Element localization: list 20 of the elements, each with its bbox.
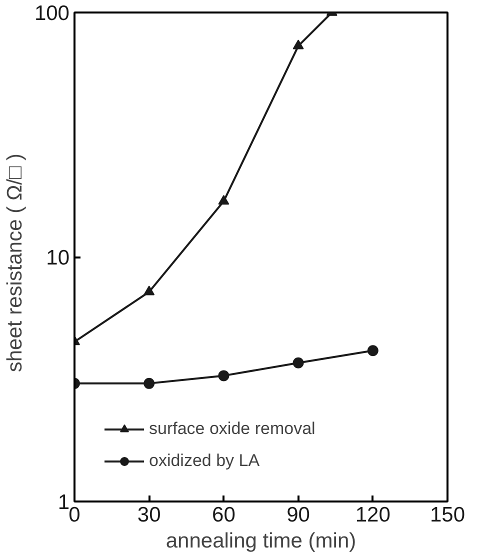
- y-tick-label: 1: [58, 491, 70, 514]
- point: [367, 345, 378, 356]
- x-tick-label: 120: [355, 504, 390, 526]
- y-tick-label: 10: [46, 246, 70, 270]
- y-axis-title: sheet resistance ( Ω/□ ): [3, 154, 26, 372]
- point: [292, 40, 304, 50]
- point: [144, 378, 155, 389]
- point: [218, 370, 230, 382]
- x-tick-label: 0: [68, 504, 80, 526]
- x-tick-label: 30: [137, 504, 161, 526]
- legend-label: oxidized by LA: [149, 451, 260, 471]
- point: [292, 357, 304, 368]
- x-axis-title: annealing time (min): [166, 530, 356, 552]
- x-tick-label: 150: [430, 504, 466, 526]
- point: [144, 286, 155, 296]
- x-tick-label: 90: [286, 504, 310, 526]
- point: [218, 195, 230, 205]
- x-tick-label: 60: [212, 504, 236, 526]
- y-tick-label: 100: [34, 2, 70, 25]
- legend-label: surface oxide removal: [149, 419, 316, 439]
